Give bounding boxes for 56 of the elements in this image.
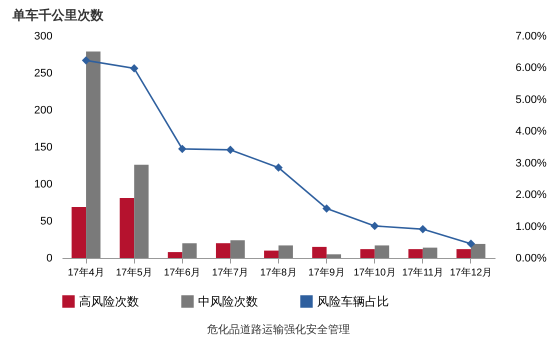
bar bbox=[120, 198, 134, 258]
bar bbox=[216, 243, 230, 258]
point bbox=[82, 56, 90, 65]
point bbox=[130, 64, 138, 73]
bar bbox=[326, 254, 342, 258]
y-axis-title: 单车千公里次数 bbox=[12, 8, 104, 22]
point bbox=[274, 163, 283, 172]
x-tick-label: 17年12月 bbox=[450, 266, 492, 278]
bar bbox=[470, 244, 486, 258]
y2-tick-label: 2.00% bbox=[516, 189, 547, 202]
y2-tick-label: 0.00% bbox=[516, 252, 547, 264]
point bbox=[226, 146, 235, 154]
y2-tick-label: 1.00% bbox=[516, 220, 547, 233]
bar bbox=[374, 245, 390, 258]
point bbox=[178, 144, 186, 154]
x-tick-label: 17年9月 bbox=[308, 266, 345, 278]
legend-label: 中风险次数 bbox=[198, 294, 258, 309]
point bbox=[418, 224, 428, 234]
y2-tick-label: 7.00% bbox=[516, 30, 547, 42]
bar bbox=[408, 249, 423, 258]
y-tick-label: 50 bbox=[40, 216, 52, 228]
x-tick-label: 17年6月 bbox=[164, 266, 201, 278]
y2-tick-label: 3.00% bbox=[516, 157, 547, 170]
y2-tick-label: 6.00% bbox=[516, 62, 547, 74]
x-tick-label: 17年7月 bbox=[212, 266, 249, 278]
bar bbox=[264, 250, 278, 258]
legend-label: 高风险次数 bbox=[79, 294, 139, 309]
y-tick-label: 250 bbox=[34, 68, 52, 80]
point bbox=[322, 204, 331, 213]
point bbox=[466, 240, 476, 248]
bar bbox=[278, 245, 293, 258]
point bbox=[370, 222, 379, 230]
bar bbox=[168, 252, 182, 258]
x-tick-label: 17年4月 bbox=[68, 266, 104, 278]
y-tick-label: 200 bbox=[34, 104, 52, 116]
bar bbox=[134, 164, 149, 258]
y-tick-label: 150 bbox=[34, 142, 52, 154]
y2-tick-label: 5.00% bbox=[516, 94, 547, 106]
bar bbox=[360, 249, 375, 258]
y-tick-label: 300 bbox=[34, 30, 52, 42]
y-tick-label: 100 bbox=[34, 178, 52, 190]
x-tick-label: 17年8月 bbox=[260, 266, 297, 278]
y-tick-label: 0 bbox=[46, 252, 52, 264]
x-tick-label: 17年11月 bbox=[402, 266, 444, 278]
x-tick-label: 17年10月 bbox=[354, 266, 396, 278]
bar bbox=[182, 243, 197, 258]
legend-label: 风险车辆占比 bbox=[317, 294, 389, 309]
y2-tick-label: 4.00% bbox=[516, 126, 547, 138]
bar bbox=[86, 52, 100, 258]
x-tick-label: 17年5月 bbox=[116, 266, 153, 278]
bar bbox=[422, 248, 438, 258]
text: 危化品道路运输强化安全管理 bbox=[207, 323, 350, 336]
bar bbox=[230, 240, 245, 258]
bar bbox=[456, 249, 471, 258]
bar bbox=[312, 246, 327, 258]
bar bbox=[72, 206, 86, 258]
